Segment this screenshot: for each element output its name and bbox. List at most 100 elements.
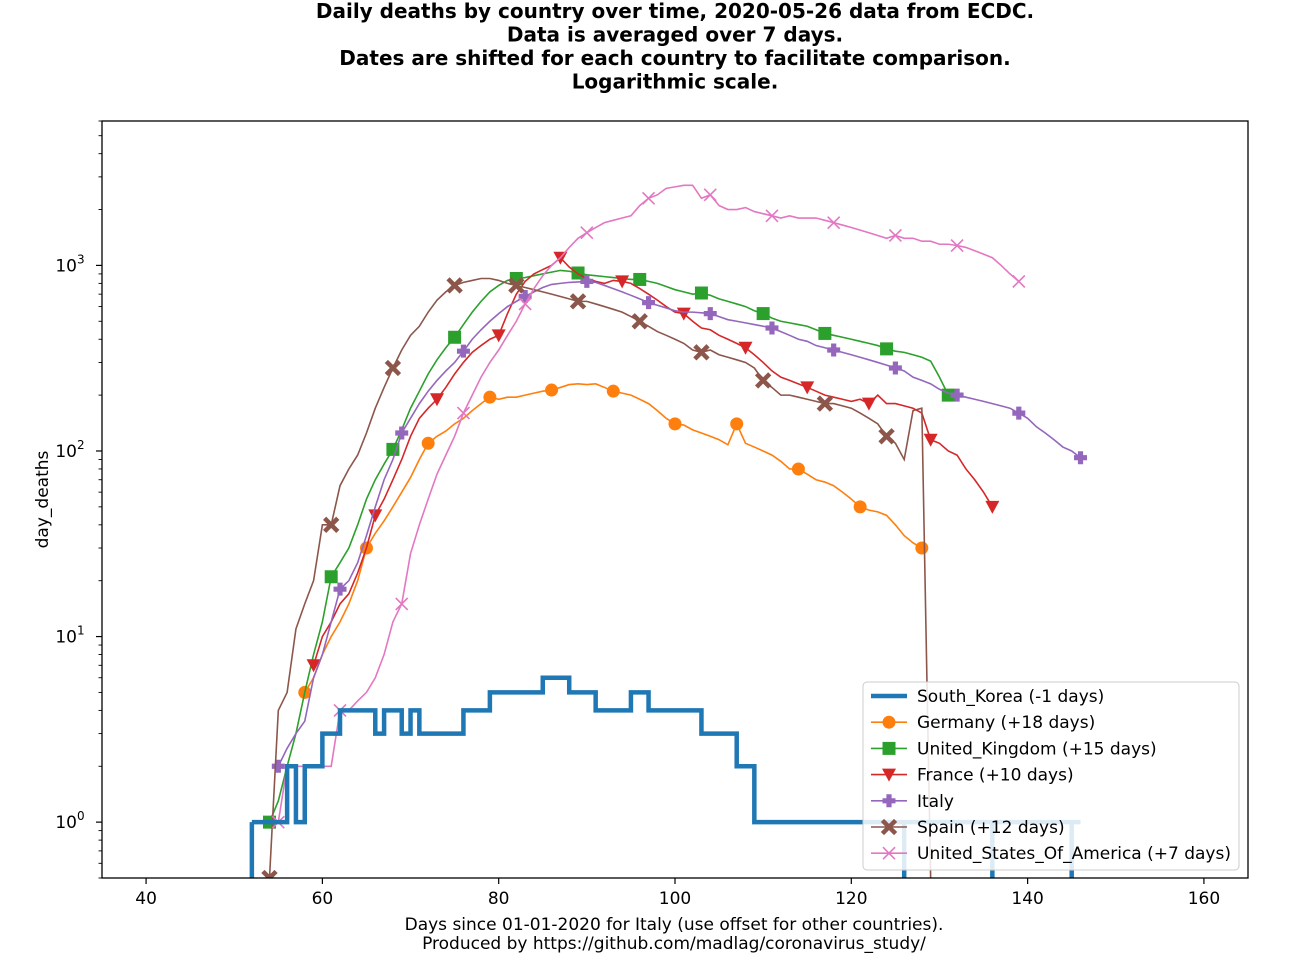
data-point (888, 228, 902, 243)
data-point (324, 570, 338, 584)
data-point (878, 428, 895, 445)
data-point (791, 462, 805, 476)
data-point (641, 191, 656, 205)
series-line (251, 675, 1081, 825)
data-point (580, 274, 594, 288)
y-tick-exponent: 0 (77, 809, 85, 823)
data-point (421, 436, 435, 450)
data-point (633, 272, 647, 286)
legend-item: United_States_Of_America (+7 days) (871, 844, 1231, 864)
x-tick-label: 160 (1188, 889, 1220, 909)
data-point (730, 417, 744, 431)
legend-label: France (+10 days) (917, 766, 1074, 786)
data-point (765, 321, 779, 335)
x-tick-label: 100 (659, 889, 691, 909)
data-point (606, 384, 620, 398)
footer-credit: Produced by https://github.com/madlag/co… (422, 934, 926, 954)
series-line (268, 269, 949, 823)
data-point (754, 372, 772, 389)
chart-title-line: Daily deaths by country over time, 2020-… (316, 0, 1034, 23)
data-point (386, 442, 400, 456)
data-point (882, 715, 896, 729)
y-tick-base: 10 (55, 813, 77, 833)
legend-item: Spain (+12 days) (871, 818, 1065, 838)
data-point (880, 342, 894, 356)
series-line (268, 277, 932, 878)
y-tick-label: 102 (55, 438, 84, 462)
series-line (312, 256, 994, 666)
series (298, 383, 929, 699)
data-point (642, 296, 656, 310)
legend-label: Germany (+18 days) (917, 713, 1095, 733)
data-point (765, 209, 779, 223)
series-line (304, 383, 923, 693)
data-point (985, 500, 1000, 514)
series (251, 675, 1081, 825)
legend-label: Spain (+12 days) (917, 818, 1065, 838)
data-point (508, 277, 525, 294)
data-point (1074, 451, 1088, 465)
chart-title: Daily deaths by country over time, 2020-… (316, 0, 1034, 94)
data-point (861, 397, 876, 411)
series (271, 274, 1088, 773)
plot-area (249, 184, 1088, 878)
y-tick-exponent: 2 (77, 438, 85, 452)
data-point (368, 509, 383, 523)
x-axis-label: Days since 01-01-2020 for Italy (use off… (405, 915, 944, 935)
chart-title-line: Dates are shifted for each country to fa… (339, 46, 1010, 70)
data-point (923, 433, 938, 447)
x-tick-label: 140 (1011, 889, 1043, 909)
x-tick-label: 120 (835, 889, 867, 909)
y-tick-label: 101 (55, 624, 84, 648)
data-point (853, 500, 867, 514)
x-tick-label: 80 (488, 889, 510, 909)
legend-item: France (+10 days) (871, 766, 1074, 786)
data-point (456, 344, 470, 358)
data-point (323, 516, 340, 534)
data-point (333, 582, 347, 596)
data-point (545, 383, 559, 397)
series (306, 251, 1000, 673)
data-point (950, 238, 964, 253)
legend-label: South_Korea (-1 days) (917, 687, 1104, 707)
y-tick-label: 103 (55, 252, 84, 276)
data-point (1012, 406, 1026, 420)
data-point (703, 188, 717, 202)
series-line (277, 280, 1081, 767)
data-point (827, 216, 841, 230)
legend-box (862, 681, 1240, 871)
data-point (703, 307, 717, 321)
data-point (615, 275, 630, 289)
data-point (693, 344, 710, 361)
data-point (384, 359, 402, 377)
data-point (738, 341, 753, 355)
data-point (668, 417, 682, 431)
data-point (756, 307, 770, 321)
chart-title-line: Data is averaged over 7 days. (507, 23, 843, 47)
data-point (882, 846, 896, 860)
data-point (882, 794, 896, 808)
data-point (448, 330, 462, 344)
data-point (880, 818, 898, 836)
data-point (827, 343, 841, 357)
data-point (271, 759, 285, 773)
y-tick-base: 10 (55, 442, 77, 462)
data-point (429, 393, 444, 407)
legend-label: Italy (917, 792, 954, 812)
legend-item: United_Kingdom (+15 days) (871, 739, 1157, 759)
y-tick-label: 100 (55, 809, 84, 833)
y-tick-exponent: 3 (77, 252, 85, 266)
x-tick-label: 40 (135, 889, 157, 909)
data-point (580, 226, 594, 240)
data-point (456, 406, 470, 420)
x-tick-label: 60 (312, 889, 334, 909)
y-tick-exponent: 1 (77, 624, 85, 638)
data-point (483, 390, 497, 404)
data-point (882, 768, 896, 782)
legend-item: Germany (+18 days) (871, 713, 1095, 733)
data-point (491, 329, 506, 343)
data-point (395, 597, 409, 611)
data-point (261, 869, 278, 878)
